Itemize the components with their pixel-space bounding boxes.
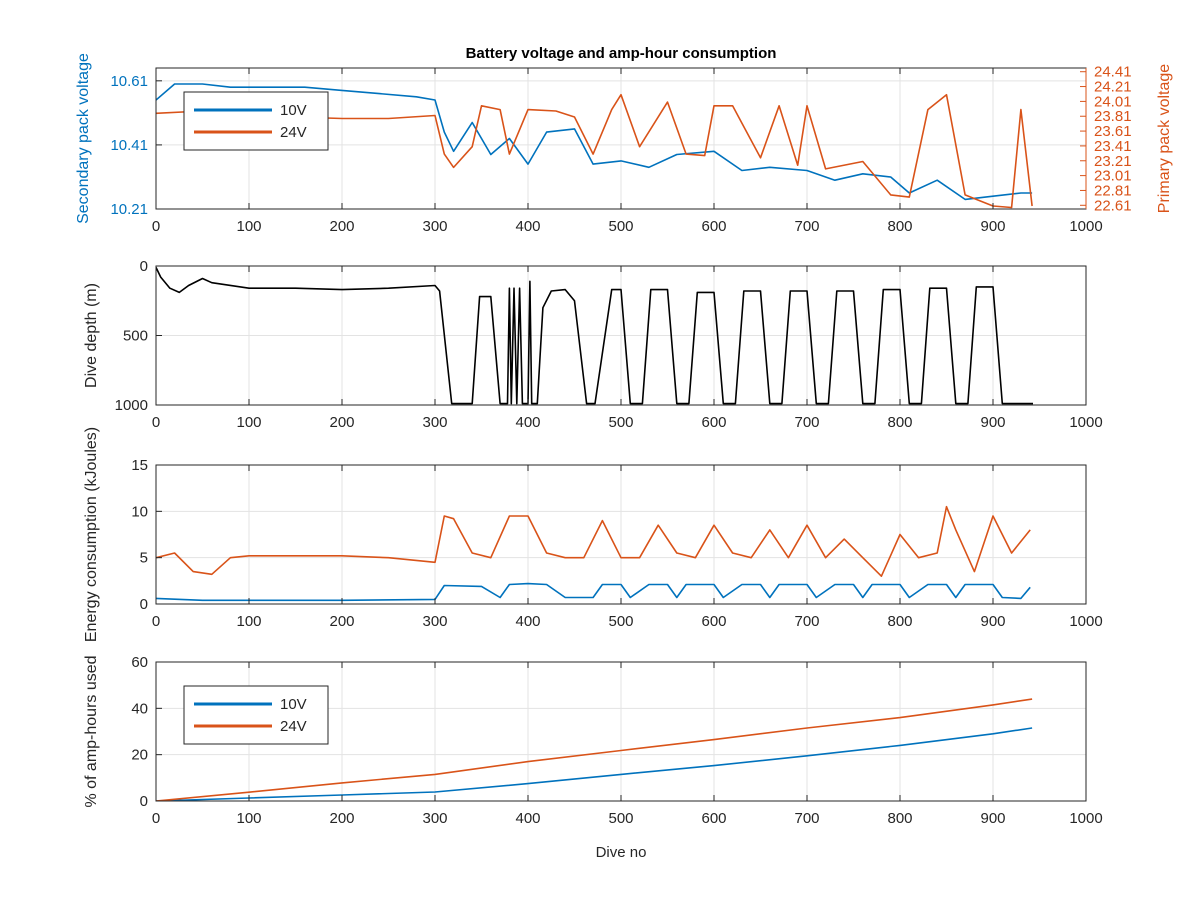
x-tick-label: 100 [236, 218, 261, 235]
series-line-10v [156, 727, 1033, 801]
x-tick-label: 0 [152, 218, 160, 235]
x-axis-label: Dive no [596, 844, 647, 861]
legend-label-24v: 24V [280, 718, 307, 735]
x-tick-label: 600 [701, 613, 726, 630]
x-tick-label: 0 [152, 414, 160, 431]
x-tick-label: 900 [980, 218, 1005, 235]
x-tick-label: 600 [701, 414, 726, 431]
y-axis-label: Energy consumption (kJoules) [83, 427, 100, 642]
subplot-2: 0 100 200 300 400 500 600 700 800 900 100005001000… [83, 258, 1103, 431]
y-tick-label: 20 [131, 747, 148, 764]
y-tick-label: 5 [140, 550, 148, 567]
x-tick-label: 800 [887, 218, 912, 235]
y-tick-label: 10.41 [110, 137, 148, 154]
y-right-tick-label: 23.01 [1094, 168, 1132, 185]
x-tick-label: 200 [329, 218, 354, 235]
x-tick-label: 400 [515, 613, 540, 630]
x-tick-label: 500 [608, 218, 633, 235]
x-tick-label: 900 [980, 810, 1005, 827]
subplot-4: 0 100 200 300 400 500 600 700 800 900 1000 0 20 40 60%… [83, 654, 1103, 861]
x-tick-label: 500 [608, 810, 633, 827]
series-line-2 [156, 582, 1031, 602]
x-tick-label: 200 [329, 810, 354, 827]
y-right-tick-label: 24.21 [1094, 79, 1132, 96]
x-tick-label: 300 [422, 613, 447, 630]
y-tick-label: 10.61 [110, 73, 148, 90]
x-tick-label: 1000 [1069, 414, 1102, 431]
x-tick-label: 0 [152, 810, 160, 827]
y-tick-label: 0 [140, 793, 148, 810]
y-right-tick-label: 23.61 [1094, 123, 1132, 140]
x-tick-label: 700 [794, 414, 819, 431]
series-line-1 [156, 267, 1033, 405]
figure-title: Battery voltage and amp-hour consumption [466, 45, 777, 62]
y-right-tick-label: 23.41 [1094, 138, 1132, 155]
x-tick-label: 400 [515, 810, 540, 827]
x-tick-label: 0 [152, 613, 160, 630]
x-tick-label: 800 [887, 810, 912, 827]
x-tick-label: 400 [515, 414, 540, 431]
y-right-tick-label: 23.81 [1094, 108, 1132, 125]
x-tick-label: 900 [980, 613, 1005, 630]
x-tick-label: 600 [701, 218, 726, 235]
x-tick-label: 800 [887, 613, 912, 630]
x-tick-label: 700 [794, 810, 819, 827]
x-tick-label: 300 [422, 810, 447, 827]
y-tick-label: 10.21 [110, 201, 148, 218]
y-axis-label: % of amp-hours used [83, 655, 100, 807]
y-right-tick-label: 24.41 [1094, 64, 1132, 81]
y-axis-label: Secondary pack voltage [75, 53, 92, 224]
y-tick-label: 60 [131, 654, 148, 671]
legend-label-10v: 10V [280, 696, 307, 713]
x-tick-label: 1000 [1069, 810, 1102, 827]
x-tick-label: 800 [887, 414, 912, 431]
x-tick-label: 1000 [1069, 613, 1102, 630]
x-tick-label: 400 [515, 218, 540, 235]
series-line-1 [156, 505, 1031, 578]
y-right-tick-label: 22.81 [1094, 182, 1132, 199]
y-right-tick-label: 24.01 [1094, 93, 1132, 110]
y-tick-label: 40 [131, 700, 148, 717]
y-tick-label: 10 [131, 503, 148, 520]
y-tick-label: 0 [140, 596, 148, 613]
x-tick-label: 600 [701, 810, 726, 827]
series-line-24v [156, 698, 1033, 801]
x-tick-label: 1000 [1069, 218, 1102, 235]
y-right-tick-label: 22.61 [1094, 197, 1132, 214]
y-right-tick-label: 23.21 [1094, 153, 1132, 170]
legend-box [183, 685, 329, 745]
x-tick-label: 100 [236, 414, 261, 431]
y-tick-label: 0 [140, 258, 148, 275]
x-tick-label: 300 [422, 218, 447, 235]
x-tick-label: 700 [794, 613, 819, 630]
x-tick-label: 200 [329, 414, 354, 431]
legend-label-10v: 10V [280, 102, 307, 119]
x-tick-label: 700 [794, 218, 819, 235]
y-axis-label: Dive depth (m) [83, 283, 100, 388]
series-line-24v [156, 93, 1033, 209]
series-line-10v [156, 83, 1033, 201]
subplot-3: 0 100 200 300 400 500 600 700 800 900 1000 0 5 10 15 En… [83, 427, 1103, 642]
y-right-axis-label: Primary pack voltage [1156, 64, 1173, 213]
subplot-1: 0 100 200 300 400 500 600 700 800 900 1000 10.21 10.… [75, 53, 1173, 235]
legend-label-24v: 24V [280, 124, 307, 141]
x-tick-label: 900 [980, 414, 1005, 431]
y-tick-label: 15 [131, 457, 148, 474]
x-tick-label: 300 [422, 414, 447, 431]
x-tick-label: 500 [608, 414, 633, 431]
legend-box [183, 91, 329, 151]
x-tick-label: 200 [329, 613, 354, 630]
y-tick-label: 1000 [115, 397, 148, 414]
x-tick-label: 500 [608, 613, 633, 630]
y-tick-label: 500 [123, 328, 148, 345]
x-tick-label: 100 [236, 613, 261, 630]
x-tick-label: 100 [236, 810, 261, 827]
